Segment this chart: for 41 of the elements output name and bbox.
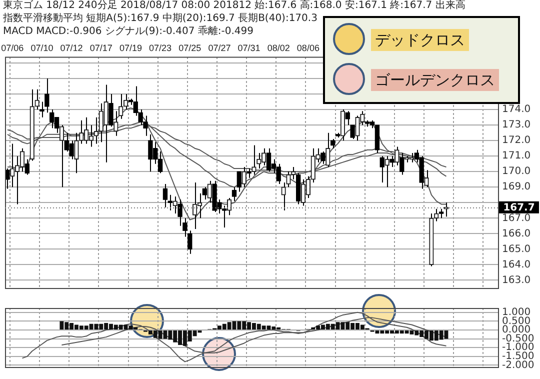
y-tick-label: 171.0	[502, 150, 531, 162]
x-tick-label: 08/06	[296, 42, 320, 53]
y-tick-label: 173.0	[502, 120, 531, 131]
y-tick-label: 172.0	[502, 135, 531, 146]
y-tick-label: 167.0	[502, 212, 531, 224]
x-tick-label: 07/12	[60, 42, 83, 53]
y-tick-label: 169.0	[502, 182, 531, 193]
y-tick-label: 163.0	[502, 274, 531, 286]
y-tick-label: 170.0	[502, 166, 531, 178]
y-tick-label: 1.000	[502, 306, 531, 318]
y-tick-label: -2.000	[502, 360, 534, 371]
x-tick-label: 07/27	[208, 42, 231, 53]
candlestick	[380, 156, 384, 183]
note-box: デッドクロス ゴールデンクロス	[323, 16, 520, 104]
y-tick-label: 166.0	[502, 228, 531, 240]
candlestick	[232, 186, 237, 202]
y-tick-label: 174.0	[502, 104, 531, 116]
y-tick-label: 165.0	[502, 244, 531, 255]
x-tick-label: 07/23	[149, 42, 172, 53]
chart-subtitle: 指数平滑移動平均 短期A(5):167.9 中期(20):169.7 長期B(40):170.3	[3, 13, 318, 25]
x-tick-label: 07/31	[238, 42, 260, 53]
candlestick	[246, 168, 252, 178]
y-tick-label: 164.0	[502, 259, 531, 270]
annotation: ゴールデンクロス	[371, 69, 499, 91]
candlestick	[390, 156, 394, 168]
candlestick	[320, 150, 326, 164]
candlestick	[44, 78, 50, 114]
candlestick	[24, 158, 30, 176]
candlestick	[88, 124, 94, 148]
ref-line-label: 167.7	[503, 202, 535, 214]
x-tick-label: 07/25	[178, 42, 202, 53]
candlestick	[108, 94, 114, 128]
x-tick-label: 07/10	[30, 42, 54, 53]
candlestick	[438, 208, 444, 219]
x-tick-label: 07/17	[90, 42, 112, 53]
candlestick	[162, 184, 168, 208]
x-tick-label: 08/02	[267, 42, 290, 53]
x-tick-label: 07/19	[119, 42, 142, 53]
candlestick	[236, 171, 242, 192]
x-tick-label: 07/06	[1, 42, 24, 53]
text: MACD MACD:-0.906 シグナル(9):-0.407 乖離:-0.499	[3, 26, 254, 38]
